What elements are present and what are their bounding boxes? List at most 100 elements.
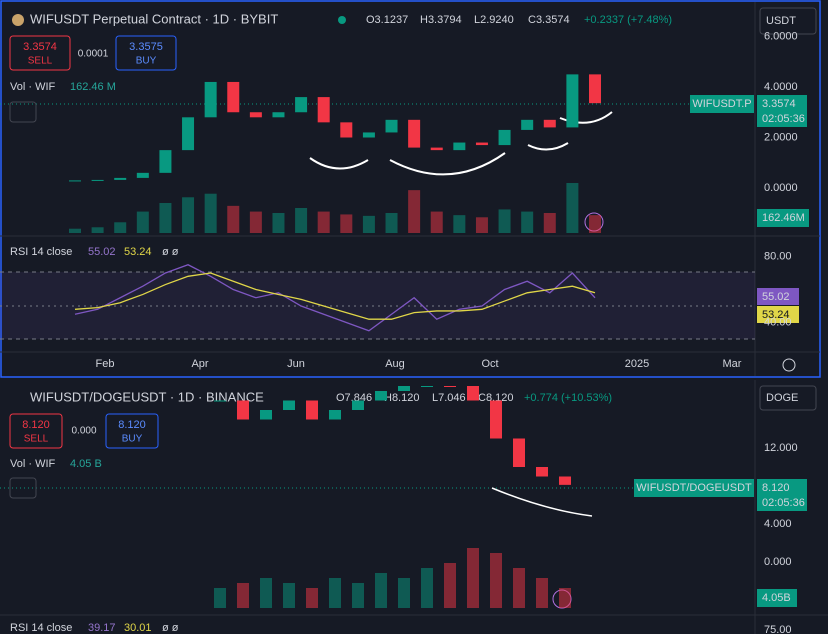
date-label: Jun	[287, 358, 305, 370]
candle	[159, 150, 172, 173]
candle	[475, 142, 488, 146]
rsi-tick-label: 40.00	[764, 316, 792, 328]
volume-bar	[317, 211, 330, 233]
candle	[498, 129, 511, 146]
candle	[329, 410, 341, 420]
sell-button[interactable]	[9, 413, 63, 449]
volume-bar	[421, 568, 433, 608]
volume-bar	[283, 583, 295, 608]
collapse-button[interactable]	[9, 101, 37, 123]
candle	[408, 119, 421, 148]
price-tag-symbol: WIFUSDT/DOGEUSDT	[636, 482, 752, 494]
vol-tag: 162.46M	[762, 212, 805, 224]
price-tag-symbol: WIFUSDT.P	[692, 98, 751, 110]
currency-select[interactable]	[759, 7, 817, 35]
pattern-curve	[491, 487, 593, 517]
volume-bar	[362, 215, 375, 233]
rsi-tag-bg	[757, 288, 799, 305]
candle	[385, 119, 398, 133]
buy-label: BUY	[122, 434, 143, 445]
volume-bar	[114, 222, 127, 233]
rsi-value: 55.02	[88, 246, 116, 258]
candle	[559, 476, 571, 485]
volume-bar	[559, 588, 571, 608]
volume-bar	[490, 553, 502, 608]
currency-select[interactable]	[759, 385, 817, 411]
price-tag-bg	[757, 95, 807, 127]
candle	[375, 391, 387, 401]
pattern-curve	[389, 152, 506, 176]
candle	[352, 400, 364, 410]
spread: 0.0001	[78, 49, 109, 60]
buy-button[interactable]	[105, 413, 159, 449]
volume-bar	[352, 583, 364, 608]
rsi-line	[74, 264, 596, 332]
price-tick-label: 6.0000	[764, 30, 798, 42]
volume-bar	[182, 197, 195, 233]
candle	[490, 400, 502, 439]
price-tag-value: 3.3574	[762, 98, 796, 110]
price-tick-label: 2.0000	[764, 131, 798, 143]
sell-button[interactable]	[9, 35, 71, 71]
price-tag-symbol-bg	[690, 95, 754, 113]
price-tick-label: 0.0000	[764, 182, 798, 194]
candle	[204, 81, 217, 118]
sell-label: SELL	[28, 56, 53, 67]
candle	[249, 112, 262, 118]
candle	[272, 112, 285, 118]
settings-icon[interactable]	[782, 358, 796, 372]
vol-tag: 4.05B	[762, 592, 791, 604]
candle	[227, 81, 240, 113]
volume-bar	[398, 578, 410, 608]
candle	[421, 386, 433, 387]
volume-bar	[159, 203, 172, 233]
candle	[566, 74, 579, 128]
candle	[453, 142, 466, 151]
price-tick-label: 12.000	[764, 442, 798, 454]
volume-bar	[430, 211, 443, 233]
volume-bar	[543, 213, 556, 233]
volume-bar	[227, 205, 240, 233]
candle	[362, 132, 375, 138]
buy-price: 3.3575	[129, 41, 163, 53]
rsi-ma-tag: 53.24	[762, 309, 790, 321]
sell-label: SELL	[24, 434, 49, 445]
date-label: Feb	[96, 358, 115, 370]
rsi-ma-line	[74, 272, 596, 320]
candle	[536, 467, 548, 477]
candle	[214, 400, 226, 402]
volume-bar	[260, 578, 272, 608]
collapse-button[interactable]	[9, 477, 37, 499]
ohlc-high: H8.120	[384, 392, 419, 404]
candle	[340, 122, 353, 138]
date-label: Aug	[385, 358, 405, 370]
rsi-tag: 55.02	[762, 291, 790, 303]
date-label: Oct	[481, 358, 498, 370]
rsi-label: RSI 14 close	[10, 246, 72, 258]
rsi-ma: 30.01	[124, 622, 152, 634]
vol-tag-bg	[757, 209, 809, 227]
price-tick-label: 4.0000	[764, 81, 798, 93]
rsi-tick: 75.00	[764, 624, 792, 634]
vol-tag-bg	[757, 589, 797, 607]
price-tag-value: 8.120	[762, 482, 790, 494]
vol-value: 162.46 M	[70, 81, 116, 93]
candle	[513, 438, 525, 467]
volume-bar	[237, 583, 249, 608]
vol-label: Vol · WIF	[10, 458, 56, 470]
volume-bar	[589, 215, 601, 233]
pattern-curve	[527, 142, 569, 151]
volume-bar	[408, 190, 421, 233]
currency-label: USDT	[766, 15, 796, 27]
volume-bar	[306, 588, 318, 608]
volume-bar	[453, 215, 466, 233]
rsi-label: RSI 14 close	[10, 622, 72, 634]
candle	[114, 177, 127, 180]
volume-bar	[475, 217, 488, 233]
vol-label: Vol · WIF	[10, 81, 56, 93]
candle	[398, 386, 410, 391]
candle	[317, 97, 330, 123]
buy-button[interactable]	[115, 35, 177, 71]
rsi-tick-label: 80.00	[764, 250, 792, 262]
volume-bar	[521, 211, 534, 233]
